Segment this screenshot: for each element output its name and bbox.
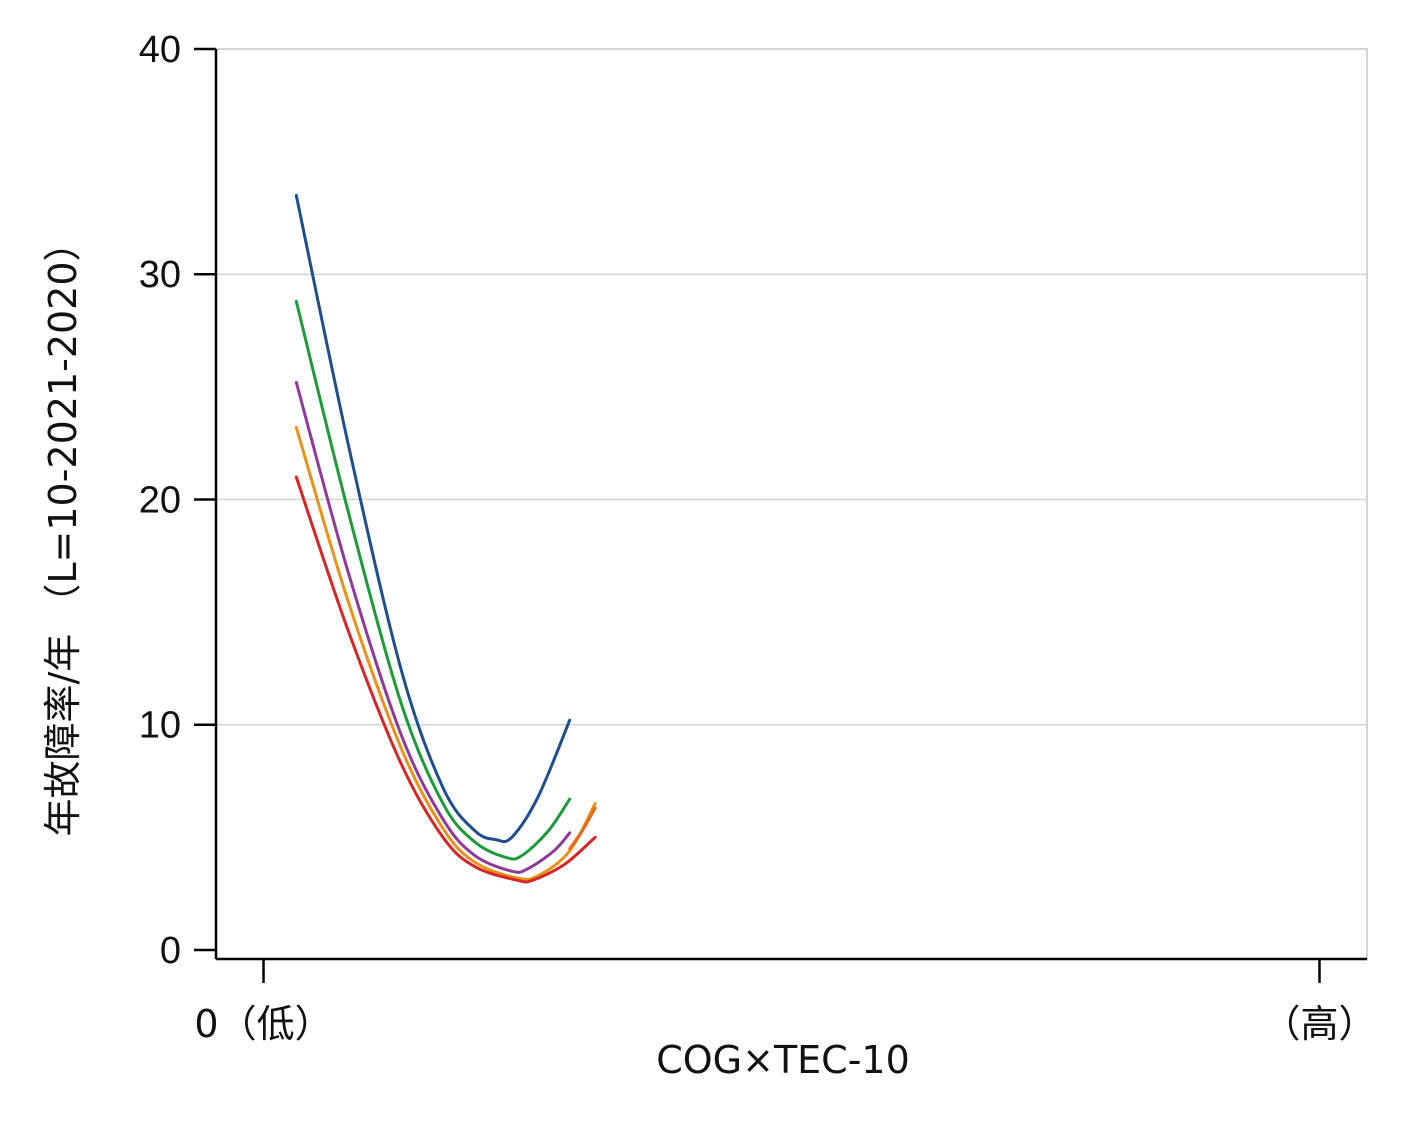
y-tick-label-0: 0 xyxy=(160,930,181,972)
x-tick-label-1: （高） xyxy=(1262,1002,1376,1046)
plot-frame xyxy=(215,48,1368,960)
series-line-2 xyxy=(294,299,572,861)
x-axis-title: COG×TEC-10 xyxy=(656,1038,910,1082)
series-line-6 xyxy=(294,475,597,884)
y-ticks: 0 10 20 30 40 xyxy=(139,29,216,972)
series-line-1 xyxy=(294,193,572,844)
series-line-5 xyxy=(568,806,597,851)
series-lines xyxy=(294,193,597,884)
x-ticks: 0（低） （高） xyxy=(194,959,1376,1046)
x-tick-label-0: 0（低） xyxy=(194,1002,332,1046)
y-tick-label-40: 40 xyxy=(139,29,181,71)
y-axis-title: 年故障率/年 （L=10-2021-2020） xyxy=(41,223,85,836)
y-tick-label-20: 20 xyxy=(139,479,181,521)
y-tick-label-30: 30 xyxy=(139,254,181,296)
y-tick-label-10: 10 xyxy=(139,705,181,747)
series-line-3 xyxy=(294,380,572,874)
series-line-4 xyxy=(294,425,597,881)
